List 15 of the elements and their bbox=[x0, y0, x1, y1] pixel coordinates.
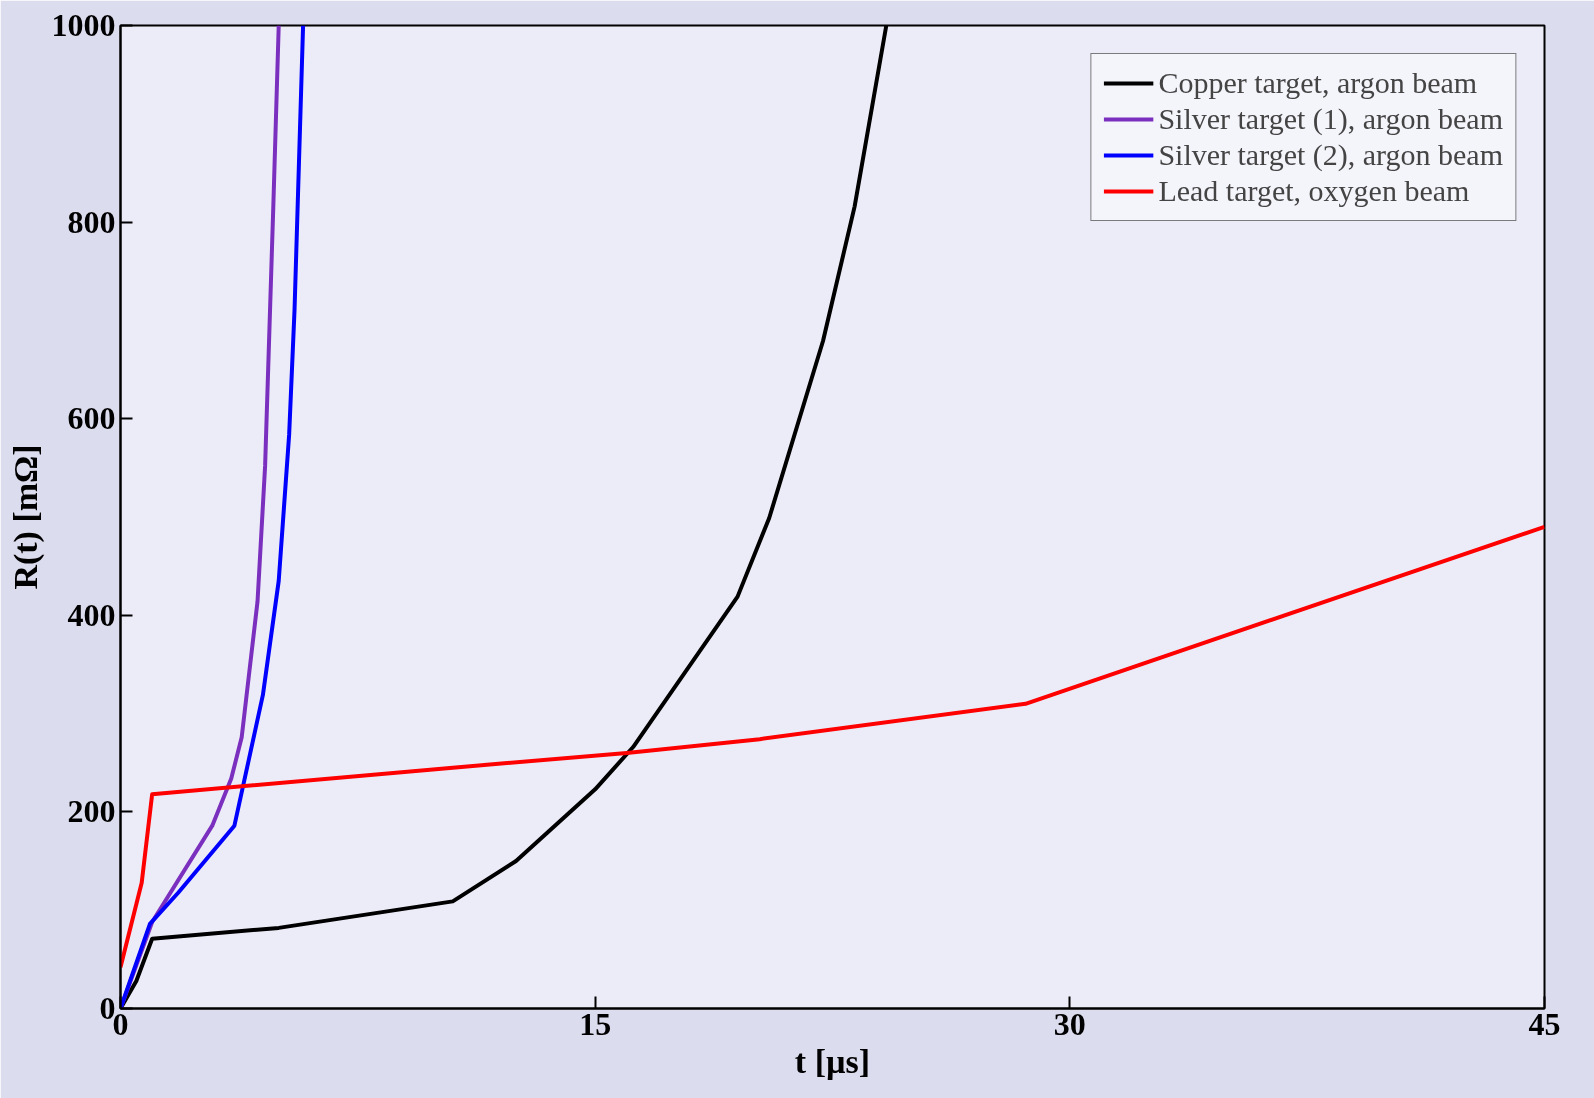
legend-label: Lead target, oxygen beam bbox=[1158, 174, 1470, 208]
y-tick-label: 600 bbox=[67, 400, 116, 437]
y-axis-title: R(t) [mΩ] bbox=[6, 444, 45, 590]
x-tick-label: 15 bbox=[579, 1005, 612, 1042]
legend-label: Silver target (1), argon beam bbox=[1158, 102, 1503, 136]
y-tick-label: 1000 bbox=[51, 7, 116, 43]
line-series bbox=[120, 524, 1545, 970]
x-axis-title: t [µs] bbox=[794, 1042, 871, 1080]
y-tick-label: 800 bbox=[67, 203, 116, 240]
legend-label: Copper target, argon beam bbox=[1158, 66, 1478, 100]
y-tick-label: 200 bbox=[67, 793, 116, 830]
y-tick-label: 400 bbox=[67, 596, 116, 633]
x-tick-label: 30 bbox=[1053, 1005, 1086, 1042]
legend-label: Silver target (2), argon beam bbox=[1158, 138, 1503, 172]
x-tick-label: 45 bbox=[1528, 1005, 1561, 1042]
